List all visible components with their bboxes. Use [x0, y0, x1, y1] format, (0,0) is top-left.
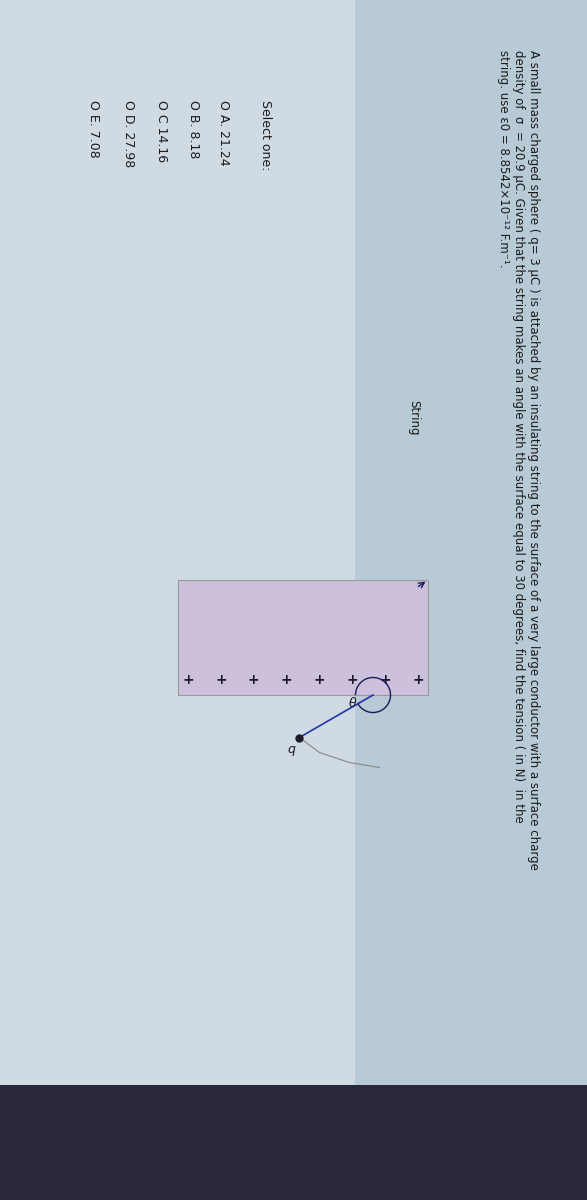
Text: string. use ε0 = 8.8542×10⁻¹² F.m⁻¹.: string. use ε0 = 8.8542×10⁻¹² F.m⁻¹.: [497, 50, 510, 268]
Text: O E. 7.08: O E. 7.08: [87, 100, 100, 157]
Text: Select one:: Select one:: [259, 100, 272, 170]
Text: A small mass charged sphere ( q= 3 μC ) is attached by an insulating string to t: A small mass charged sphere ( q= 3 μC ) …: [527, 50, 540, 870]
Text: $\theta$: $\theta$: [348, 696, 357, 710]
Text: O A. 21.24: O A. 21.24: [217, 100, 230, 166]
Text: +: +: [248, 673, 259, 686]
Text: +: +: [215, 673, 227, 686]
Text: +: +: [182, 673, 194, 686]
Text: String: String: [407, 400, 420, 436]
Text: +: +: [412, 673, 424, 686]
Text: +: +: [379, 673, 391, 686]
Text: +: +: [313, 673, 325, 686]
Bar: [355, 0, 587, 1085]
Text: +: +: [346, 673, 358, 686]
Text: O C 14.16: O C 14.16: [155, 100, 168, 162]
Text: q: q: [288, 743, 295, 756]
Text: density of  σ  = 20.9 μC. Given that the string makes an angle with the surface : density of σ = 20.9 μC. Given that the s…: [512, 50, 525, 823]
Text: O B. 8.18: O B. 8.18: [187, 100, 200, 158]
Bar: [0, 1085, 587, 1200]
Text: +: +: [281, 673, 292, 686]
Bar: [178, 580, 428, 695]
Text: O D. 27.98: O D. 27.98: [122, 100, 135, 167]
